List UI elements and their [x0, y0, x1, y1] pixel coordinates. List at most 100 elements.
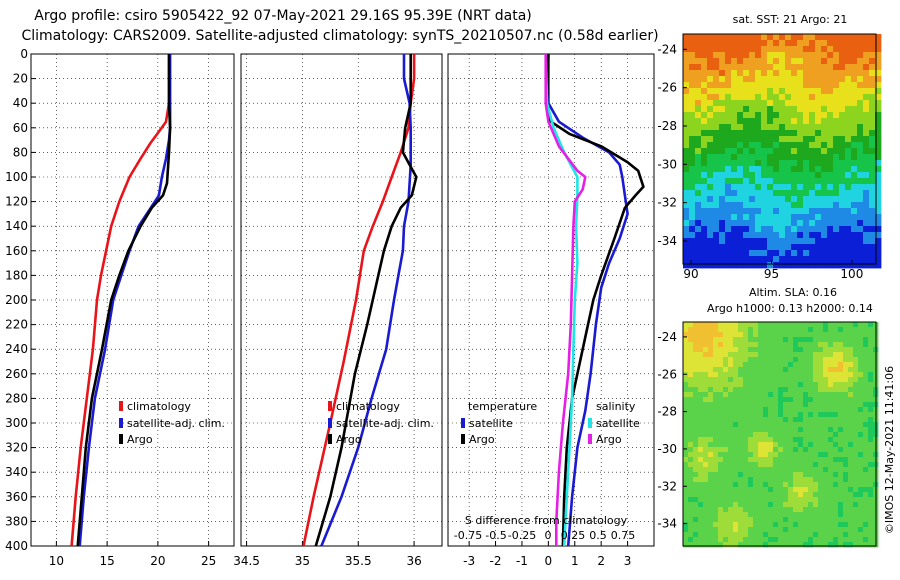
map-cell [783, 352, 789, 358]
map-cell [725, 256, 732, 263]
map-cell [839, 208, 846, 215]
map-cell [863, 522, 869, 528]
map-cell [743, 232, 750, 239]
map-cell [838, 427, 844, 433]
map-cell [761, 34, 768, 41]
map-cell [723, 352, 729, 358]
map-cell [848, 517, 854, 523]
map-cell [783, 422, 789, 428]
map-cell [833, 332, 839, 338]
map-cell [723, 342, 729, 348]
map-cell [719, 154, 726, 161]
map-cell [833, 124, 840, 131]
map-cell [773, 70, 780, 77]
map-cell [798, 337, 804, 343]
map-cell [798, 367, 804, 373]
map-cell [773, 136, 780, 143]
map-cell [753, 467, 759, 473]
map-cell [763, 417, 769, 423]
map-cell [833, 160, 840, 167]
map-cell [723, 427, 729, 433]
map-cell [708, 502, 714, 508]
depth-tick-label: 0 [20, 47, 28, 61]
map-cell [838, 342, 844, 348]
map-cell [803, 94, 810, 101]
map-cell [848, 337, 854, 343]
map-cell [833, 136, 840, 143]
map-cell [719, 262, 726, 269]
map-cell [788, 527, 794, 533]
map-cell [868, 367, 874, 373]
map-cell [858, 492, 864, 498]
map-cell [778, 357, 784, 363]
map-cell [863, 377, 869, 383]
map-y-tick-label: -30 [657, 157, 677, 171]
map-cell [713, 537, 719, 543]
map-cell [713, 482, 719, 488]
map-cell [755, 64, 762, 71]
map-cell [848, 457, 854, 463]
map-cell [733, 372, 739, 378]
map-cell [693, 392, 699, 398]
map-cell [857, 208, 864, 215]
map-cell [749, 112, 756, 119]
map-cell [843, 322, 849, 328]
map-cell [718, 377, 724, 383]
map-cell [689, 76, 696, 83]
map-cell [798, 457, 804, 463]
map-cell [748, 432, 754, 438]
map-cell [815, 148, 822, 155]
map-cell [815, 154, 822, 161]
map-cell [695, 52, 702, 59]
map-cell [719, 184, 726, 191]
map-cell [723, 347, 729, 353]
map-cell [809, 136, 816, 143]
map-cell [698, 442, 704, 448]
map-cell [758, 427, 764, 433]
map-cell [718, 522, 724, 528]
map-cell [695, 238, 702, 245]
map-cell [743, 166, 750, 173]
map-cell [797, 82, 804, 89]
map-cell [797, 148, 804, 155]
map-cell [731, 232, 738, 239]
map-cell [707, 94, 714, 101]
map-cell [853, 527, 859, 533]
map-cell [703, 497, 709, 503]
map-cell [868, 492, 874, 498]
map-cell [695, 208, 702, 215]
map-cell [823, 362, 829, 368]
map-cell [689, 94, 696, 101]
map-cell [708, 492, 714, 498]
map-cell [815, 70, 822, 77]
map-cell [755, 160, 762, 167]
map-cell [779, 244, 786, 251]
map-cell [808, 522, 814, 528]
map-cell [838, 467, 844, 473]
map-cell [788, 387, 794, 393]
map-cell [767, 76, 774, 83]
map-cell [858, 367, 864, 373]
map-cell [803, 332, 809, 338]
map-cell [858, 347, 864, 353]
map-cell [683, 250, 690, 257]
map-cell [723, 527, 729, 533]
map-cell [783, 392, 789, 398]
map-cell [758, 482, 764, 488]
map-cell [821, 136, 828, 143]
map-cell [738, 502, 744, 508]
map-cell [853, 372, 859, 378]
map-cell [848, 332, 854, 338]
map-cell [858, 402, 864, 408]
map-cell [869, 214, 876, 221]
map-cell [761, 40, 768, 47]
map-cell [688, 322, 694, 328]
map-cell [818, 497, 824, 503]
map-cell [857, 34, 864, 41]
map-cell [833, 58, 840, 65]
map-cell [869, 76, 876, 83]
map-cell [683, 367, 689, 373]
map-cell [828, 537, 834, 543]
map-cell [815, 118, 822, 125]
map-cell [763, 332, 769, 338]
